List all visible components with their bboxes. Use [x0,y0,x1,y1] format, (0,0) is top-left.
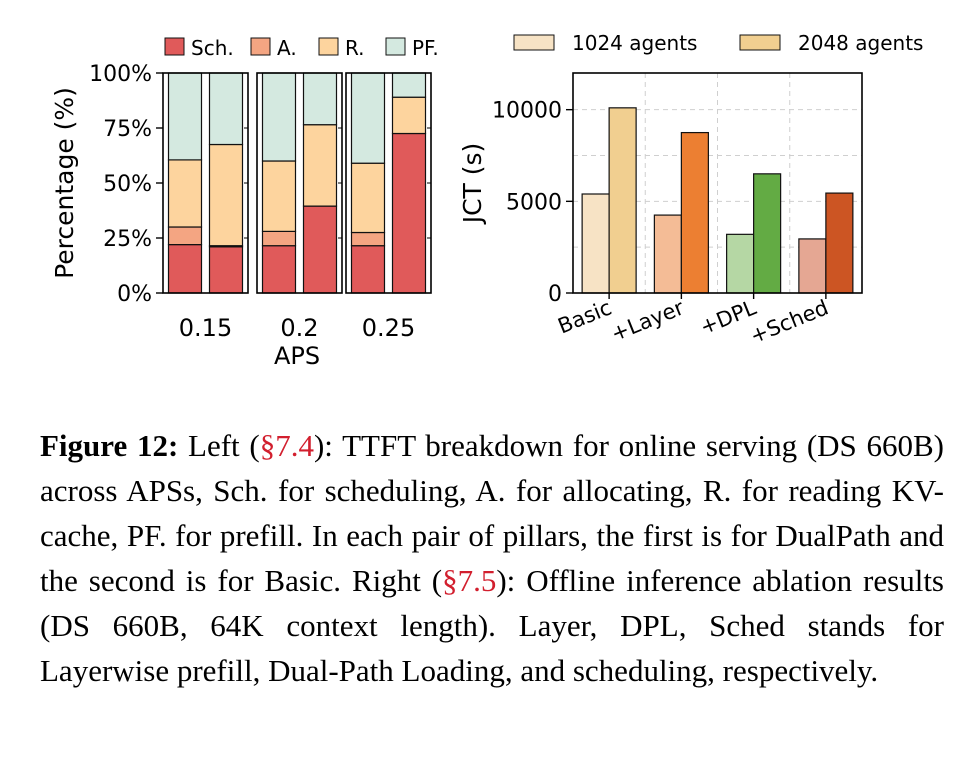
caption-text-1: Left ( [178,428,260,463]
stack-segment-r [302,124,338,207]
right-legend: 1024 agents 2048 agents [513,31,923,55]
stack-segment-r [167,159,203,228]
stack-segment-r [208,143,244,247]
left-y-axis-label: Percentage (%) [50,87,79,279]
right-y-axis-label: JCT (s) [458,143,487,226]
caption-label: Figure 12: [40,428,179,463]
section-ref-link-1[interactable]: §7.4 [259,428,314,463]
right-plot-frame [572,72,863,294]
bar-sched-2048-agents [825,192,854,294]
legend-swatch [318,37,339,56]
legend-swatch [513,34,555,51]
legend-swatch [385,37,406,56]
section-ref-link-2[interactable]: §7.5 [442,563,497,598]
bar-dpl-2048-agents [753,173,782,294]
bar-dpl-1024-agents [726,233,755,294]
y-tick-label: 0 [548,282,562,307]
left-axes: 0.15 0.2 0.25 0% 25% 50% 75% 100% [89,62,432,342]
legend-label: A. [277,36,297,60]
left-legend: Sch. A. R. PF. [164,36,439,60]
legend-label: 2048 agents [798,31,923,55]
y-tick-label: 75% [103,117,152,142]
figure-caption: Figure 12: Left (§7.4): TTFT breakdown f… [40,423,944,693]
legend-label: PF. [412,36,439,60]
stack-segment-pf [350,72,386,164]
stack-segment-sch [261,245,297,294]
stack-segment-sch [350,245,386,294]
stack-segment-pf [208,72,244,146]
legend-swatch [250,37,271,56]
stack-segment-r [391,96,427,135]
x-tick-label: +Layer [608,295,688,346]
stack-segment-pf [302,72,338,126]
y-tick-label: 0% [117,282,152,307]
stack-segment-a [261,230,297,247]
x-tick-label: 0.15 [179,314,232,342]
left-x-axis-label: APS [274,342,320,370]
bar-basic-2048-agents [608,107,637,294]
bar-sched-1024-agents [798,238,827,294]
y-tick-label: 25% [103,227,152,252]
x-tick-label: +Sched [747,295,832,348]
stack-segment-pf [261,72,297,162]
x-tick-label: 0.25 [362,314,415,342]
left-stacked-bar-chart: 0.15 0.2 0.25 0% 25% 50% 75% 100% Sch. A. R. PF. P… [50,36,439,370]
legend-label: R. [345,36,365,60]
x-tick-label: 0.2 [280,314,318,342]
figure-panels: 0.15 0.2 0.25 0% 25% 50% 75% 100% Sch. A. R. PF. P… [50,31,923,370]
bar-basic-1024-agents [581,193,610,294]
legend-swatch [164,37,185,56]
y-tick-label: 5000 [506,190,562,215]
stack-segment-sch [302,205,338,294]
stack-segment-a [167,226,203,246]
bar-layer-2048-agents [680,131,709,294]
y-tick-label: 100% [89,62,152,87]
caption-text-2: ): TTFT breakdown for online serving (DS… [40,428,945,598]
stack-segment-r [350,162,386,234]
stack-segment-sch [208,246,244,294]
caption-text-3: ): Offline inference ablation results (D… [40,563,944,688]
stack-segment-a [350,231,386,247]
right-bars [581,107,854,294]
y-tick-label: 50% [103,172,152,197]
stack-segment-r [261,160,297,233]
legend-label: 1024 agents [572,31,697,55]
left-bars [167,72,427,294]
y-tick-label: 10000 [492,99,562,124]
stack-segment-sch [167,244,203,294]
stack-segment-sch [391,132,427,294]
legend-label: Sch. [191,36,234,60]
bar-layer-1024-agents [653,214,682,294]
stack-segment-pf [167,72,203,161]
legend-swatch [739,34,781,51]
stack-segment-pf [391,72,427,98]
x-tick-label: Basic [554,295,615,338]
